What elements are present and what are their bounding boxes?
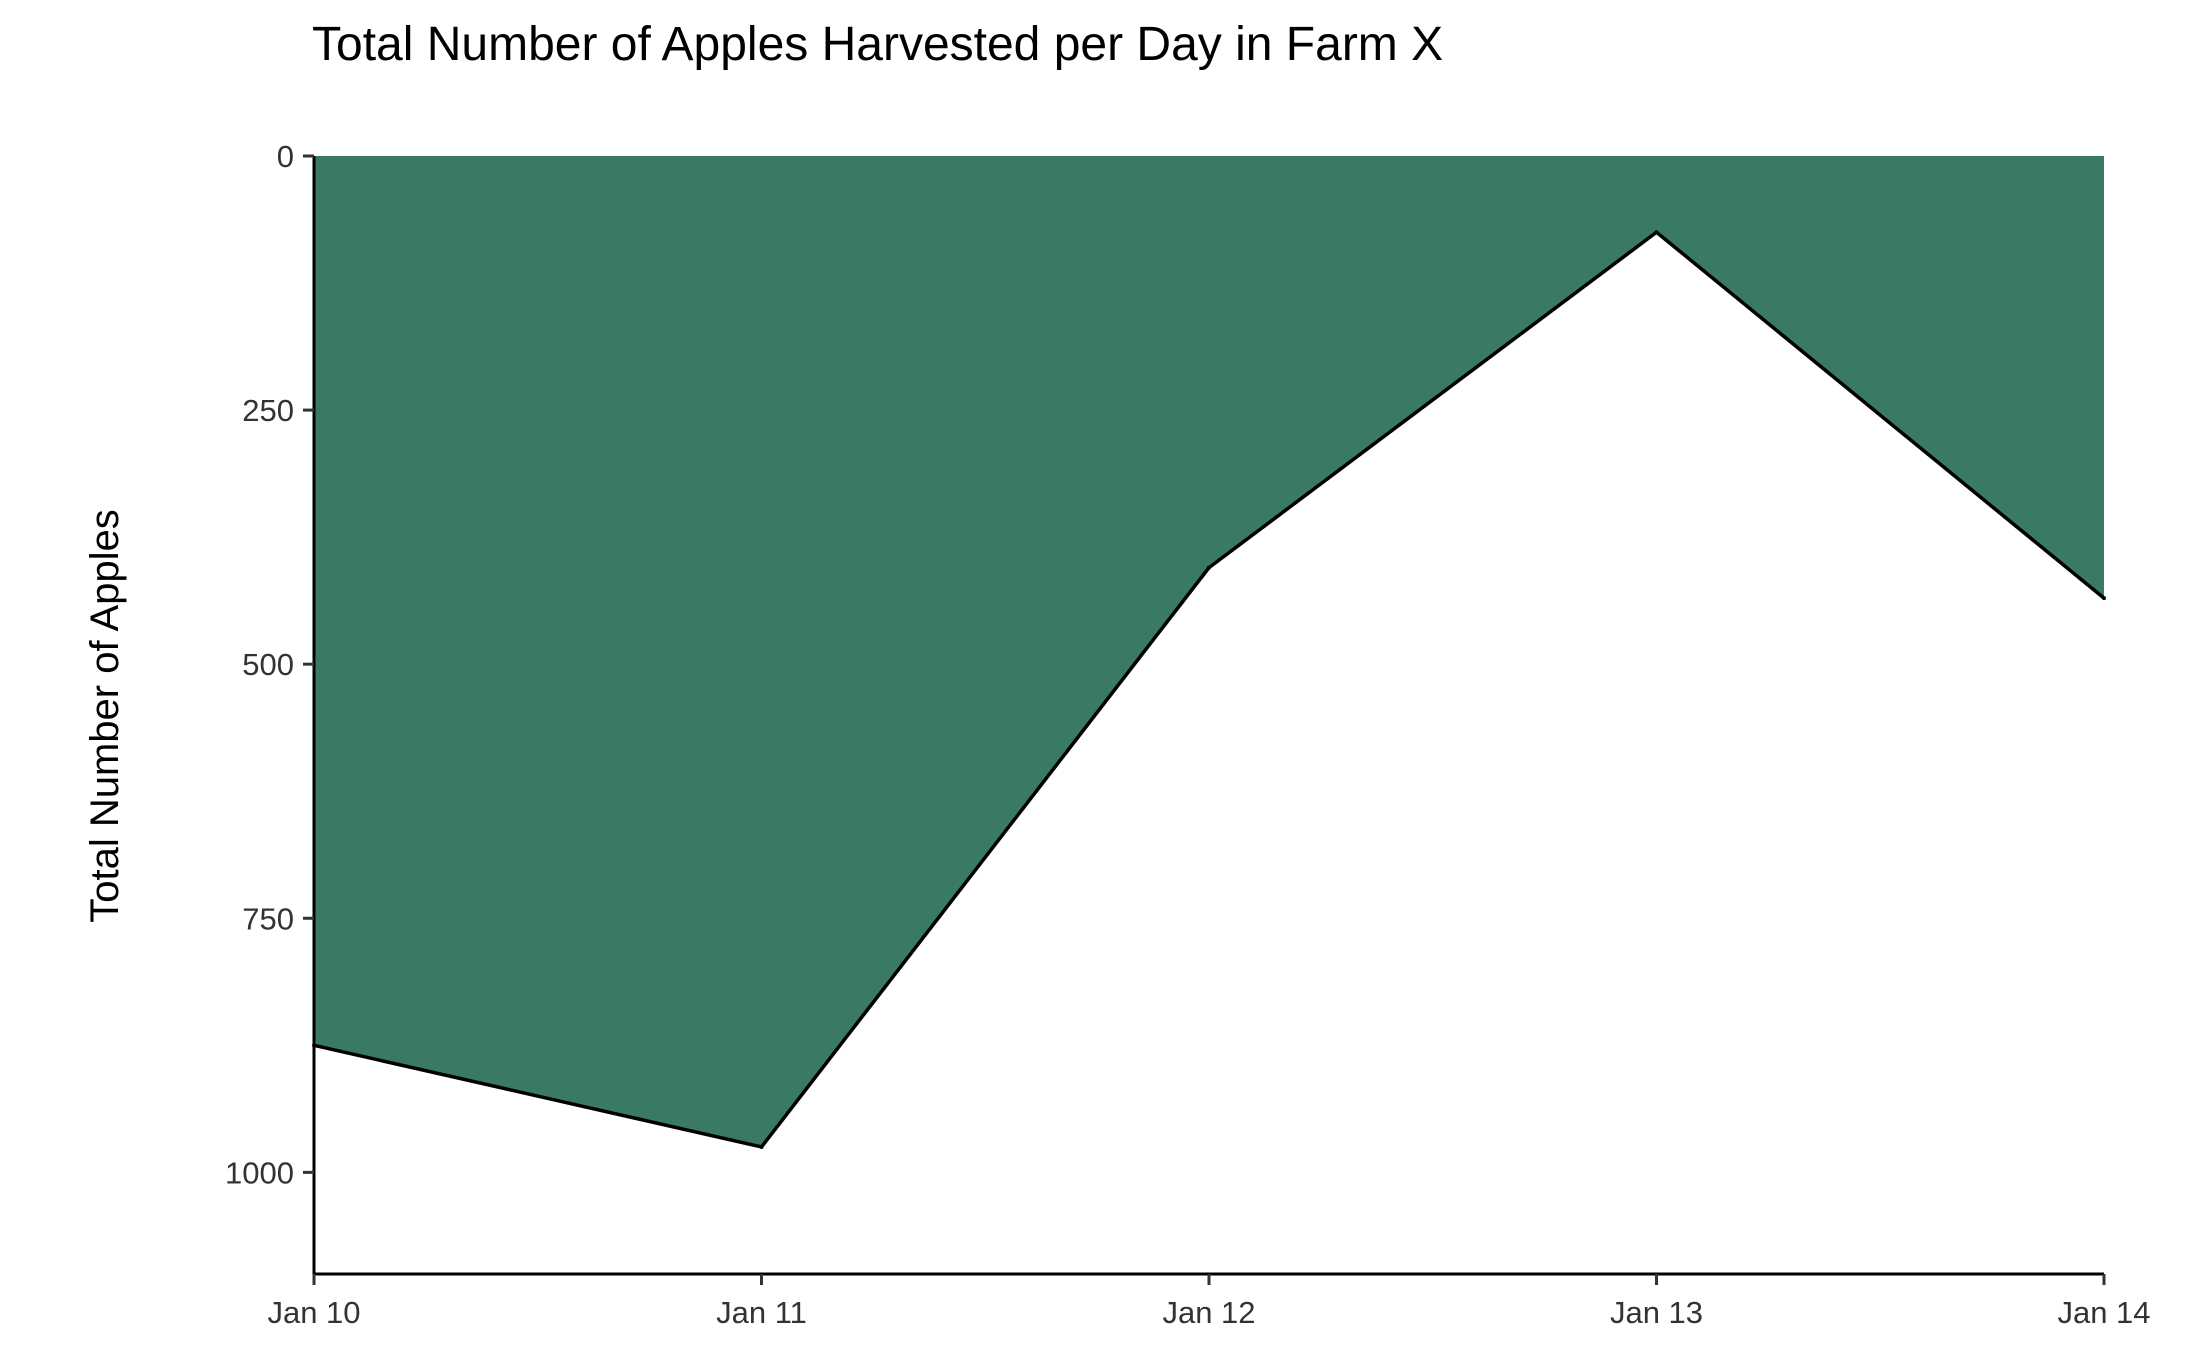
data-point-jan-11 — [759, 1144, 764, 1149]
x-axis: Jan 10 Jan 11 Jan 12 Jan 13 Jan 14 — [267, 1272, 2151, 1330]
y-tick-label: 500 — [242, 647, 294, 682]
data-point-jan-14 — [2102, 596, 2106, 601]
plot-area — [312, 156, 2106, 1149]
x-tick-label: Jan 10 — [267, 1295, 360, 1330]
x-tick-label: Jan 14 — [2057, 1295, 2150, 1330]
x-tick-label: Jan 11 — [716, 1295, 807, 1330]
y-tick-label: 1000 — [225, 1155, 294, 1190]
y-axis: 0 250 500 750 1000 — [225, 139, 316, 1274]
x-tick-label: Jan 13 — [1610, 1295, 1703, 1330]
data-point-jan-12 — [1207, 565, 1211, 570]
data-point-jan-13 — [1654, 230, 1659, 235]
area-fill — [314, 156, 2104, 1147]
x-tick-label: Jan 12 — [1162, 1295, 1255, 1330]
y-tick-label: 250 — [242, 393, 294, 428]
y-tick-label: 750 — [242, 901, 294, 936]
y-tick-label: 0 — [277, 139, 294, 174]
y-axis-title: Total Number of Apples — [83, 509, 127, 923]
chart-title: Total Number of Apples Harvested per Day… — [312, 18, 1443, 71]
